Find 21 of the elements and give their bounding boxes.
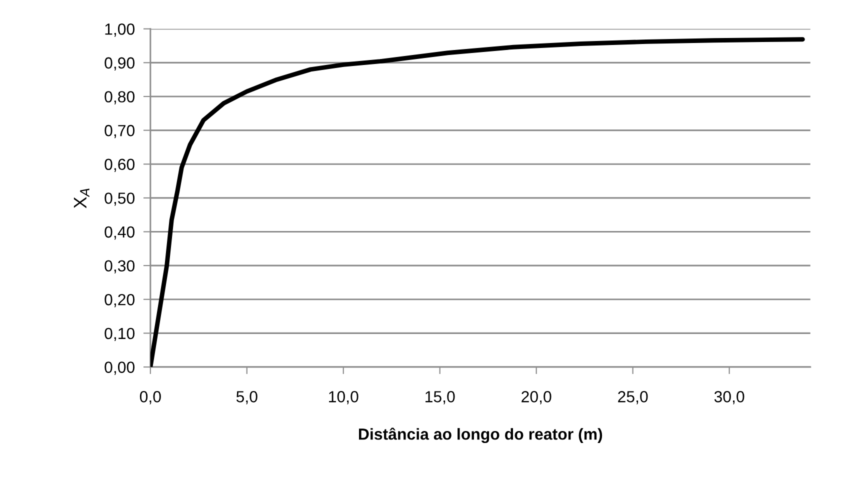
- x-tick-label: 10,0: [329, 391, 358, 404]
- line-series: [150, 37, 805, 368]
- x-tick-label: 15,0: [426, 391, 455, 404]
- x-tick-label: 20,0: [522, 391, 552, 404]
- y-tick-label: 0,80: [104, 91, 135, 104]
- y-tick-label: 1,00: [105, 23, 135, 37]
- y-tick-label: 0,30: [104, 260, 135, 274]
- y-tick-label: 0,90: [104, 57, 135, 71]
- y-tick-label: 0,20: [104, 294, 135, 308]
- x-tick-label: 5,0: [236, 391, 258, 404]
- x-tick-label: 30,0: [714, 391, 744, 404]
- y-axis-title: X$_{A}$: [74, 188, 90, 208]
- x-axis-title: Distância ao longo do reator (m): [358, 428, 602, 444]
- x-tick-label: 25,0: [618, 391, 648, 404]
- y-tick-label: 0,40: [104, 226, 135, 240]
- y-tick-label: 0,10: [104, 328, 135, 342]
- y-tick-label: 0,70: [104, 124, 135, 138]
- x-tick-label: 0,0: [140, 391, 161, 404]
- y-tick-label: 0,00: [104, 362, 135, 375]
- y-tick-label: 0,60: [104, 158, 135, 172]
- y-tick-label: 0,50: [104, 192, 135, 206]
